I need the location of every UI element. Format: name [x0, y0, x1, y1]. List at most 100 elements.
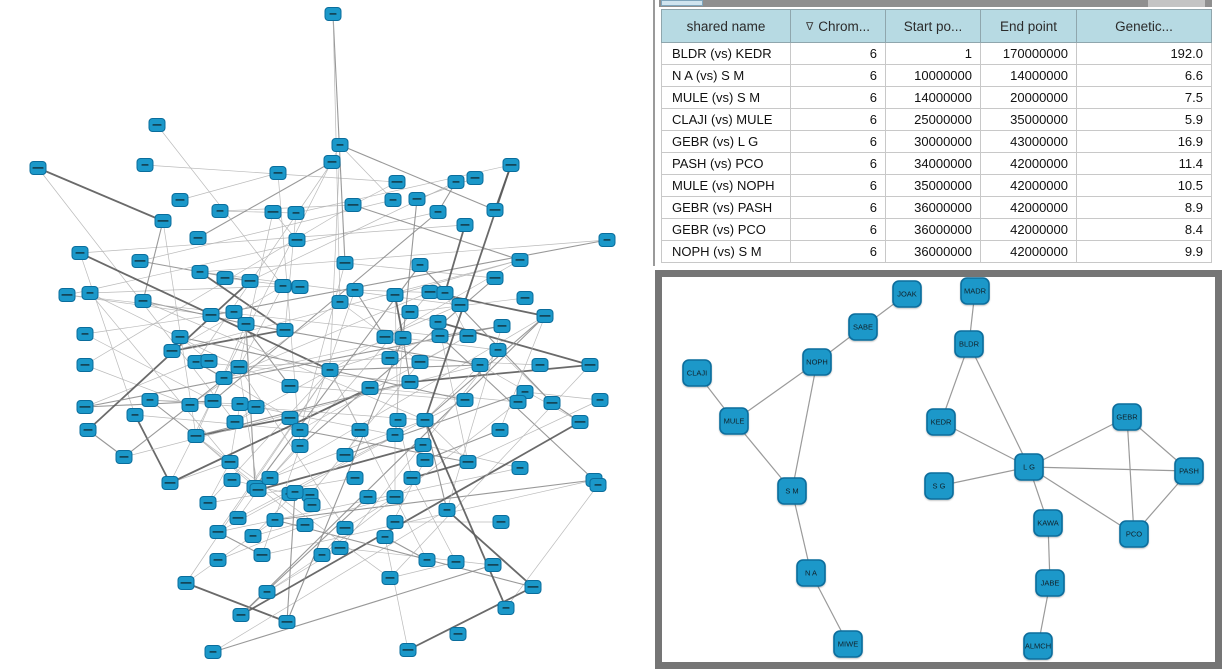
table-cell[interactable]: 8.9 — [1076, 196, 1212, 219]
overview-network-node[interactable] — [386, 515, 404, 529]
table-row[interactable]: GEBR (vs) L G 6 30000000 43000000 16.9 — [661, 130, 1212, 153]
overview-network-node[interactable] — [386, 490, 404, 504]
overview-network-node[interactable] — [281, 411, 299, 425]
overview-network-node[interactable] — [253, 548, 271, 562]
overview-network-node[interactable] — [581, 358, 599, 372]
detail-network-node-BLDR[interactable]: BLDR — [954, 330, 984, 358]
table-cell[interactable]: 42000000 — [980, 174, 1077, 197]
overview-network-node[interactable] — [384, 193, 402, 207]
overview-network-node[interactable] — [502, 158, 520, 172]
table-cell[interactable]: 10.5 — [1076, 174, 1212, 197]
overview-network-node[interactable] — [261, 471, 279, 485]
table-row[interactable]: GEBR (vs) PASH 6 36000000 42000000 8.9 — [661, 196, 1212, 219]
overview-network-node[interactable] — [76, 327, 94, 341]
overview-network-node[interactable] — [244, 529, 262, 543]
overview-network-node[interactable] — [163, 344, 181, 358]
detail-network-node-SM[interactable]: S M — [777, 477, 807, 505]
table-cell[interactable]: 192.0 — [1076, 42, 1212, 65]
overview-network-node[interactable] — [58, 288, 76, 302]
overview-network-node[interactable] — [136, 158, 154, 172]
scrollbar-thumb[interactable] — [661, 0, 703, 6]
overview-network-node[interactable] — [389, 413, 407, 427]
overview-network-node[interactable] — [492, 515, 510, 529]
overview-network-node[interactable] — [187, 355, 205, 369]
overview-network-node[interactable] — [154, 214, 172, 228]
overview-network-node[interactable] — [216, 271, 234, 285]
detail-network-node-KAWA[interactable]: KAWA — [1033, 509, 1063, 537]
overview-network-node[interactable] — [230, 360, 248, 374]
overview-network-node[interactable] — [543, 396, 561, 410]
overview-network-node[interactable] — [459, 455, 477, 469]
detail-network-node-JOAK[interactable]: JOAK — [892, 280, 922, 308]
table-cell[interactable]: 9.9 — [1076, 240, 1212, 263]
overview-network-node[interactable] — [287, 206, 305, 220]
overview-network-node[interactable] — [264, 205, 282, 219]
table-header-cell-start-po-[interactable]: Start po... — [885, 9, 981, 43]
overview-network-node[interactable] — [181, 398, 199, 412]
overview-network-node[interactable] — [361, 381, 379, 395]
overview-network-node[interactable] — [591, 393, 609, 407]
overview-network-node[interactable] — [449, 627, 467, 641]
overview-network-node[interactable] — [266, 513, 284, 527]
table-cell[interactable]: 25000000 — [885, 108, 981, 131]
overview-network-node[interactable] — [589, 478, 607, 492]
detail-network-edge-NOPH-SM[interactable] — [791, 361, 818, 492]
overview-network-node[interactable] — [269, 166, 287, 180]
overview-network-node[interactable] — [134, 294, 152, 308]
overview-network-node[interactable] — [416, 413, 434, 427]
detail-network-node-JABE[interactable]: JABE — [1035, 569, 1065, 597]
overview-network-node[interactable] — [71, 246, 89, 260]
detail-network-edge-LG-PASH[interactable] — [1028, 466, 1190, 472]
table-row[interactable]: MULE (vs) S M 6 14000000 20000000 7.5 — [661, 86, 1212, 109]
overview-network-node[interactable] — [331, 295, 349, 309]
overview-network-node[interactable] — [215, 371, 233, 385]
overview-network-node[interactable] — [131, 254, 149, 268]
table-row[interactable]: BLDR (vs) KEDR 6 1 170000000 192.0 — [661, 42, 1212, 65]
overview-network-node[interactable] — [281, 379, 299, 393]
overview-network-node[interactable] — [459, 329, 477, 343]
overview-network-node[interactable] — [509, 395, 527, 409]
detail-network-edge-LG-GEBR[interactable] — [1028, 416, 1128, 468]
detail-network-node-MULE[interactable]: MULE — [719, 407, 749, 435]
overview-network-node[interactable] — [323, 155, 341, 169]
overview-network-node[interactable] — [81, 286, 99, 300]
overview-network-node[interactable] — [204, 394, 222, 408]
overview-network-node[interactable] — [161, 476, 179, 490]
overview-network-node[interactable] — [438, 503, 456, 517]
table-cell[interactable]: GEBR (vs) PASH — [661, 196, 791, 219]
detail-network-node-MADR[interactable]: MADR — [960, 277, 990, 305]
overview-network-node[interactable] — [225, 305, 243, 319]
table-cell[interactable]: 34000000 — [885, 152, 981, 175]
overview-network-node[interactable] — [351, 423, 369, 437]
overview-network-node[interactable] — [431, 329, 449, 343]
overview-network-node[interactable] — [436, 286, 454, 300]
overview-network-node[interactable] — [313, 548, 331, 562]
overview-network-node[interactable] — [359, 490, 377, 504]
overview-network-node[interactable] — [171, 330, 189, 344]
table-cell[interactable]: 6 — [790, 174, 886, 197]
overview-network-node[interactable] — [324, 7, 342, 21]
overview-network-node[interactable] — [303, 498, 321, 512]
overview-network-node[interactable] — [386, 288, 404, 302]
detail-network-node-KEDR[interactable]: KEDR — [926, 408, 956, 436]
overview-network-node[interactable] — [187, 429, 205, 443]
overview-network-node[interactable] — [531, 358, 549, 372]
table-cell[interactable]: NOPH (vs) S M — [661, 240, 791, 263]
filter-funnel-icon[interactable]: ∇ — [805, 20, 814, 33]
overview-network-node[interactable] — [408, 192, 426, 206]
detail-network-node-PASH[interactable]: PASH — [1174, 457, 1204, 485]
table-cell[interactable]: 7.5 — [1076, 86, 1212, 109]
overview-network-node[interactable] — [466, 171, 484, 185]
overview-network-node[interactable] — [276, 323, 294, 337]
overview-network-node[interactable] — [399, 643, 417, 657]
overview-network-node[interactable] — [486, 203, 504, 217]
table-cell[interactable]: 43000000 — [980, 130, 1077, 153]
table-cell[interactable]: GEBR (vs) L G — [661, 130, 791, 153]
table-cell[interactable]: 14000000 — [885, 86, 981, 109]
table-cell[interactable]: 6 — [790, 86, 886, 109]
overview-network-node[interactable] — [237, 317, 255, 331]
overview-network-node[interactable] — [148, 118, 166, 132]
overview-network-node[interactable] — [536, 309, 554, 323]
overview-network-canvas[interactable] — [0, 0, 653, 669]
overview-network-node[interactable] — [346, 283, 364, 297]
